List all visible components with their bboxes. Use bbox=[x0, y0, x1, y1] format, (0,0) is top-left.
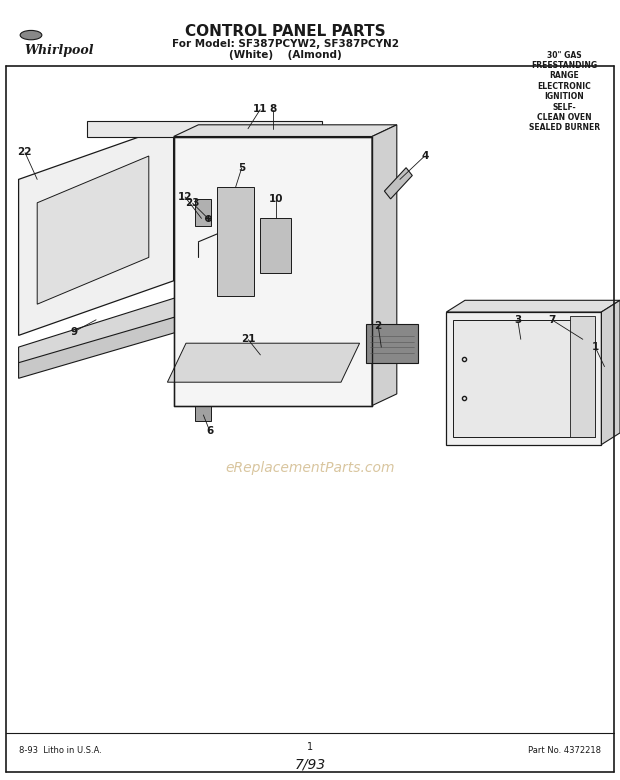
Text: 2: 2 bbox=[374, 321, 382, 331]
Polygon shape bbox=[167, 343, 360, 382]
Text: 3: 3 bbox=[514, 315, 521, 324]
Polygon shape bbox=[19, 312, 192, 378]
Text: 7: 7 bbox=[548, 315, 556, 324]
Text: For Model: SF387PCYW2, SF387PCYN2: For Model: SF387PCYW2, SF387PCYN2 bbox=[172, 40, 399, 49]
Text: Part No. 4372218: Part No. 4372218 bbox=[528, 746, 601, 755]
Text: 12: 12 bbox=[177, 192, 192, 201]
Text: CONTROL PANEL PARTS: CONTROL PANEL PARTS bbox=[185, 23, 386, 39]
Polygon shape bbox=[453, 320, 595, 437]
Bar bbox=[195, 406, 211, 421]
Text: 9: 9 bbox=[71, 327, 78, 336]
Bar bbox=[366, 324, 418, 363]
Text: 23: 23 bbox=[185, 198, 200, 207]
Text: 22: 22 bbox=[17, 147, 32, 157]
Bar bbox=[471, 410, 583, 425]
Text: 6: 6 bbox=[206, 426, 213, 435]
Polygon shape bbox=[19, 125, 174, 335]
Text: 21: 21 bbox=[241, 335, 255, 344]
Text: 4: 4 bbox=[421, 151, 428, 161]
Polygon shape bbox=[174, 136, 372, 406]
Polygon shape bbox=[174, 125, 397, 136]
Bar bbox=[195, 199, 211, 226]
Text: 8: 8 bbox=[269, 105, 277, 114]
Polygon shape bbox=[384, 168, 412, 199]
Polygon shape bbox=[570, 316, 595, 437]
Text: eReplacementParts.com: eReplacementParts.com bbox=[225, 461, 395, 475]
Polygon shape bbox=[260, 218, 291, 273]
Bar bbox=[471, 374, 546, 402]
Polygon shape bbox=[601, 300, 620, 445]
Polygon shape bbox=[19, 292, 192, 367]
Text: 1: 1 bbox=[591, 342, 599, 352]
Polygon shape bbox=[446, 312, 601, 445]
Polygon shape bbox=[37, 156, 149, 304]
Text: 1: 1 bbox=[307, 743, 313, 752]
Polygon shape bbox=[372, 125, 397, 406]
Text: 30" GAS
FREESTANDING
RANGE
ELECTRONIC
IGNITION
SELF-
CLEAN OVEN
SEALED BURNER: 30" GAS FREESTANDING RANGE ELECTRONIC IG… bbox=[529, 51, 600, 133]
Text: 10: 10 bbox=[268, 194, 283, 204]
Text: 7/93: 7/93 bbox=[294, 757, 326, 771]
Text: (White)    (Almond): (White) (Almond) bbox=[229, 50, 342, 59]
Text: Whirlpool: Whirlpool bbox=[25, 44, 94, 57]
Polygon shape bbox=[87, 121, 322, 136]
Text: 5: 5 bbox=[238, 163, 246, 172]
Text: 8-93  Litho in U.S.A.: 8-93 Litho in U.S.A. bbox=[19, 746, 102, 755]
Polygon shape bbox=[446, 300, 620, 312]
Polygon shape bbox=[217, 187, 254, 296]
Text: 11: 11 bbox=[253, 105, 268, 114]
Ellipse shape bbox=[20, 30, 42, 40]
